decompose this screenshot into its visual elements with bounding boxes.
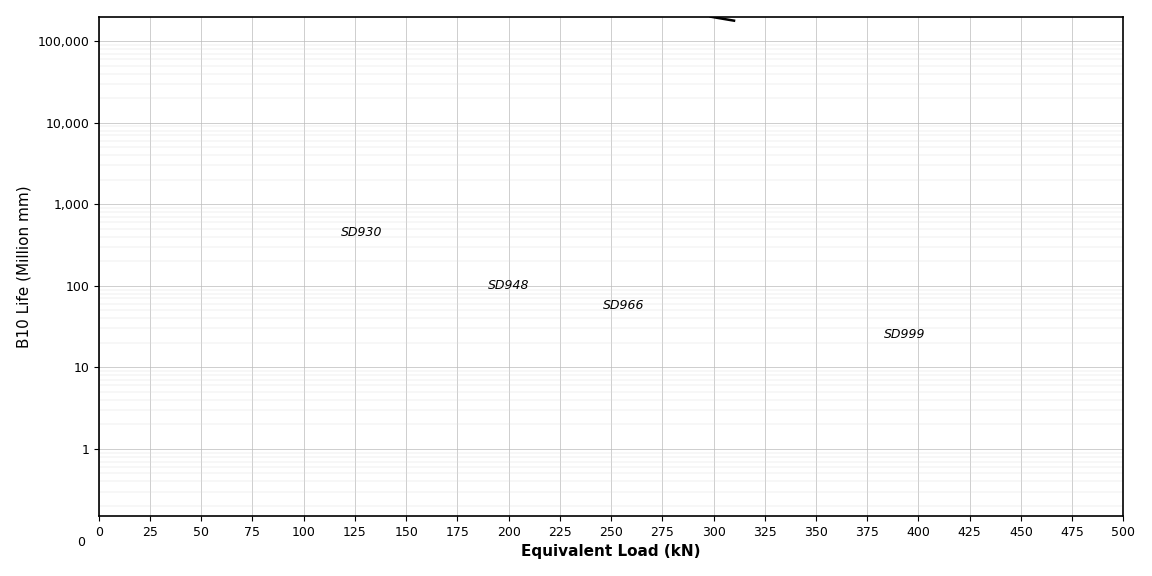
Text: 0: 0	[77, 536, 85, 549]
X-axis label: Equivalent Load (kN): Equivalent Load (kN)	[522, 544, 700, 559]
Text: SD966: SD966	[602, 298, 644, 312]
Text: SD930: SD930	[341, 226, 382, 239]
Text: SD948: SD948	[488, 279, 530, 292]
Text: SD999: SD999	[884, 328, 925, 342]
Y-axis label: B10 Life (Million mm): B10 Life (Million mm)	[16, 185, 31, 348]
